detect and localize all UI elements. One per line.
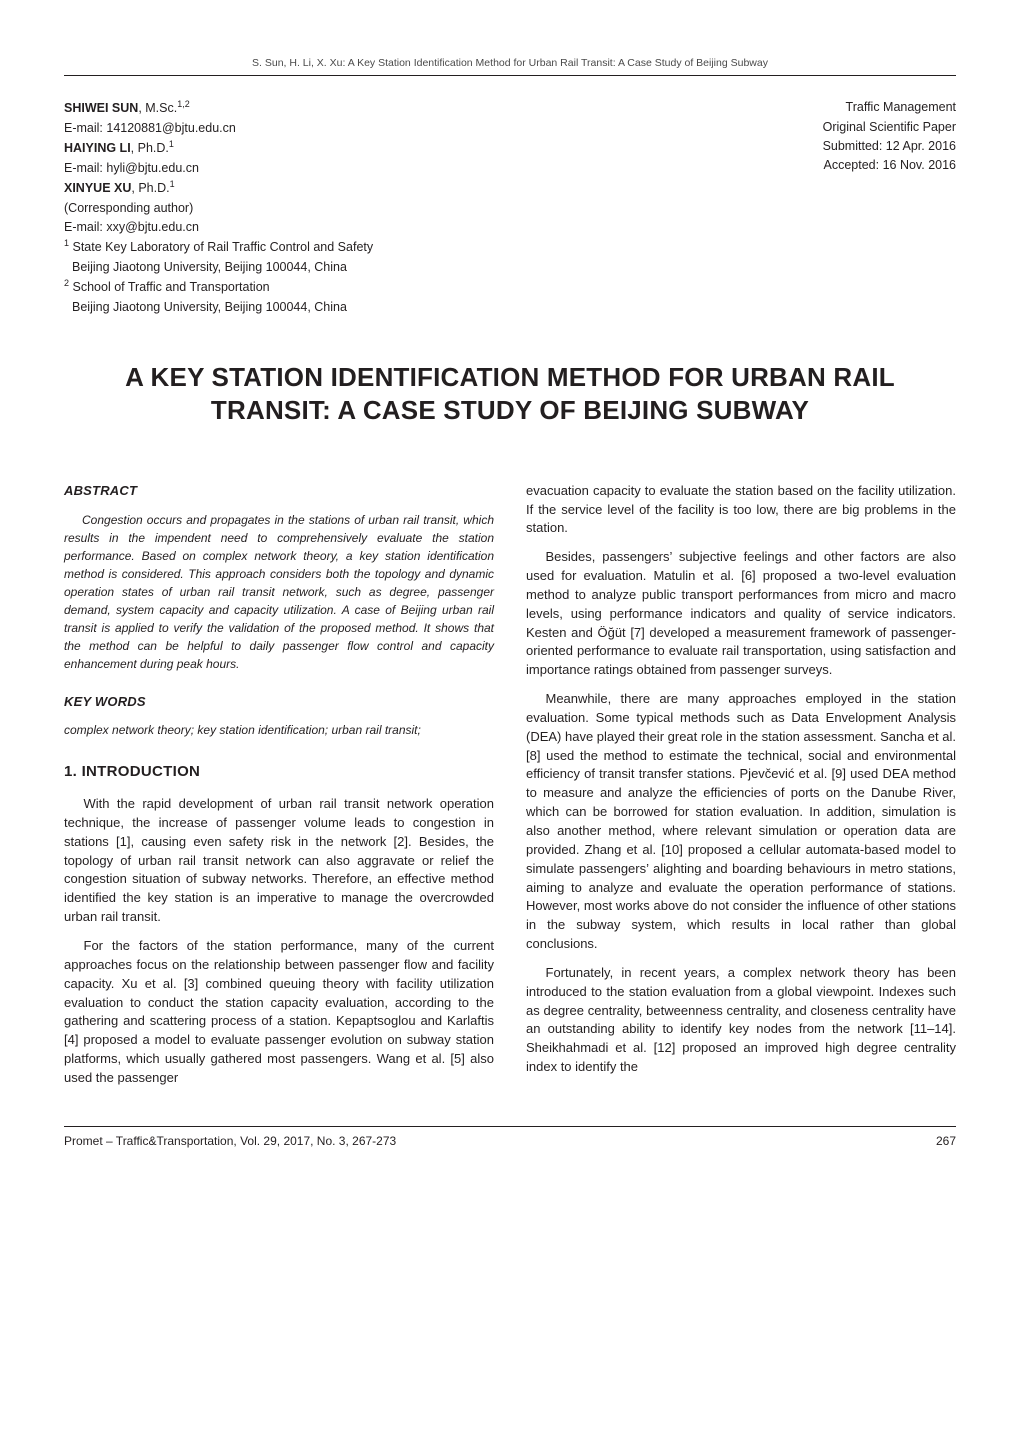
author-2-email: E-mail: hyli@bjtu.edu.cn (64, 159, 373, 178)
affil-1-line2: Beijing Jiaotong University, Beijing 100… (64, 258, 373, 277)
intro-p3: evacuation capacity to evaluate the stat… (526, 482, 956, 539)
author-1-sup: 1,2 (177, 99, 190, 109)
author-1: SHIWEI SUN, M.Sc.1,2 (64, 98, 373, 119)
article-type: Original Scientific Paper (823, 118, 956, 137)
author-1-email: E-mail: 14120881@bjtu.edu.cn (64, 119, 373, 138)
article-category: Traffic Management (823, 98, 956, 117)
introduction-heading: 1. INTRODUCTION (64, 761, 494, 783)
author-3-sup: 1 (170, 179, 175, 189)
intro-p2: For the factors of the station performan… (64, 937, 494, 1088)
affiliation-1: 1 State Key Laboratory of Rail Traffic C… (64, 237, 373, 258)
author-3-email: E-mail: xxy@bjtu.edu.cn (64, 218, 373, 237)
affil-2-line1: School of Traffic and Transportation (73, 280, 270, 294)
author-3-degree: Ph.D. (138, 181, 169, 195)
footer-citation: Promet – Traffic&Transportation, Vol. 29… (64, 1133, 396, 1150)
affil-2-line2: Beijing Jiaotong University, Beijing 100… (64, 298, 373, 317)
abstract-heading: ABSTRACT (64, 482, 494, 501)
affil-2-sup: 2 (64, 278, 69, 288)
author-2-degree: Ph.D. (138, 141, 169, 155)
keywords-heading: KEY WORDS (64, 693, 494, 712)
affiliation-2: 2 School of Traffic and Transportation (64, 277, 373, 298)
article-submitted: Submitted: 12 Apr. 2016 (823, 137, 956, 156)
two-column-body: ABSTRACT Congestion occurs and propagate… (64, 482, 956, 1098)
intro-p1: With the rapid development of urban rail… (64, 795, 494, 927)
meta-block: SHIWEI SUN, M.Sc.1,2 E-mail: 14120881@bj… (64, 98, 956, 317)
footer-page-number: 267 (936, 1133, 956, 1150)
author-1-name: SHIWEI SUN (64, 101, 138, 115)
article-title: A KEY STATION IDENTIFICATION METHOD FOR … (64, 361, 956, 428)
author-2-sup: 1 (169, 139, 174, 149)
author-3-note: (Corresponding author) (64, 199, 373, 218)
author-1-degree: M.Sc. (145, 101, 177, 115)
page-footer: Promet – Traffic&Transportation, Vol. 29… (64, 1126, 956, 1150)
intro-p4: Besides, passengers’ subjective feelings… (526, 548, 956, 680)
article-accepted: Accepted: 16 Nov. 2016 (823, 156, 956, 175)
author-3-name: XINYUE XU (64, 181, 131, 195)
running-head: S. Sun, H. Li, X. Xu: A Key Station Iden… (64, 56, 956, 76)
intro-p5: Meanwhile, there are many approaches emp… (526, 690, 956, 954)
abstract-text: Congestion occurs and propagates in the … (64, 511, 494, 673)
keywords-text: complex network theory; key station iden… (64, 721, 494, 739)
article-meta: Traffic Management Original Scientific P… (823, 98, 956, 317)
affil-1-sup: 1 (64, 238, 69, 248)
affil-1-line1: State Key Laboratory of Rail Traffic Con… (73, 240, 374, 254)
author-2: HAIYING LI, Ph.D.1 (64, 138, 373, 159)
author-3: XINYUE XU, Ph.D.1 (64, 178, 373, 199)
author-affiliation-block: SHIWEI SUN, M.Sc.1,2 E-mail: 14120881@bj… (64, 98, 373, 317)
intro-p6: Fortunately, in recent years, a complex … (526, 964, 956, 1077)
author-2-name: HAIYING LI (64, 141, 131, 155)
